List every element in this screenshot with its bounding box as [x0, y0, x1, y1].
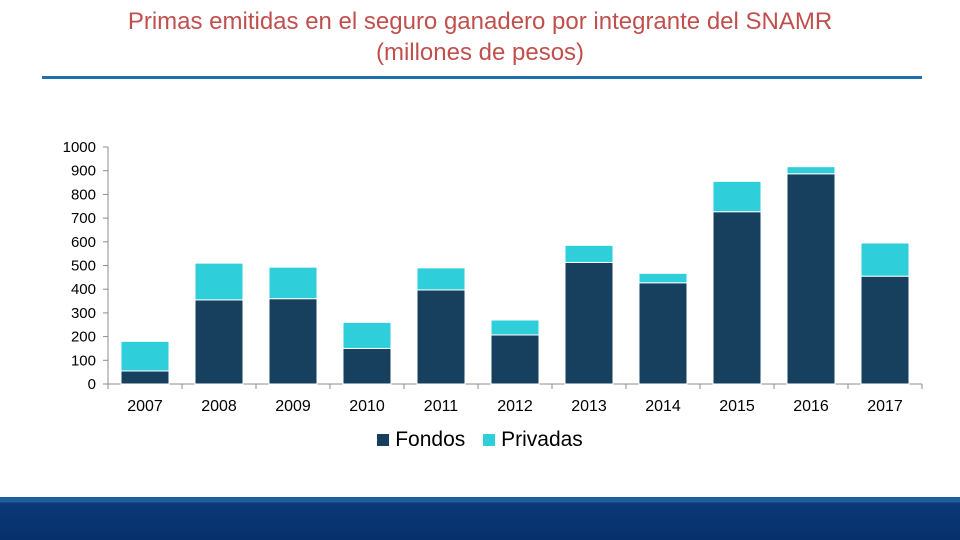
- bar-fondos-2012: [490, 334, 540, 385]
- legend-swatch-privadas: [483, 434, 496, 446]
- bar-privadas-2008: [194, 262, 244, 301]
- bar-privadas-2010: [342, 321, 392, 349]
- x-tick-label: 2016: [793, 398, 829, 415]
- y-tick-label: 0: [88, 376, 96, 393]
- bar-privadas-2016: [786, 166, 836, 175]
- y-tick-label: 800: [71, 186, 96, 203]
- chart-title-line1: Primas emitidas en el seguro ganadero po…: [127, 8, 833, 35]
- bar-fondos-2013: [564, 261, 614, 385]
- legend: Fondos Privadas: [0, 428, 960, 452]
- x-tick-label: 2017: [867, 398, 903, 415]
- bar-fondos-2014: [638, 282, 688, 385]
- bar-fondos-2015: [712, 211, 762, 385]
- y-tick-label: 100: [71, 352, 96, 369]
- bar-fondos-2010: [342, 347, 392, 385]
- bar-fondos-2016: [786, 173, 836, 385]
- y-tick-label: 500: [71, 258, 96, 275]
- legend-item-privadas: Privadas: [483, 428, 583, 452]
- bar-privadas-2015: [712, 180, 762, 213]
- chart-title: Primas emitidas en el seguro ganadero po…: [0, 6, 960, 68]
- y-tick-label: 200: [71, 329, 96, 346]
- x-tick-label: 2011: [424, 398, 459, 415]
- y-tick-label: 900: [71, 163, 96, 180]
- bar-privadas-2014: [638, 272, 688, 284]
- bar-fondos-2011: [416, 289, 466, 385]
- y-tick-label: 600: [71, 234, 96, 251]
- footer-band: [0, 497, 960, 540]
- legend-label-fondos: Fondos: [395, 428, 466, 451]
- bar-fondos-2009: [268, 298, 318, 385]
- legend-swatch-fondos: [377, 434, 390, 446]
- bar-privadas-2012: [490, 319, 540, 336]
- legend-item-fondos: Fondos: [377, 428, 465, 452]
- bar-fondos-2017: [860, 275, 910, 385]
- y-tick-label: 700: [71, 210, 96, 227]
- y-tick-label: 1000: [63, 139, 96, 156]
- bar-privadas-2017: [860, 242, 910, 277]
- bar-privadas-2013: [564, 244, 614, 263]
- legend-label-privadas: Privadas: [501, 428, 583, 451]
- x-tick-label: 2013: [571, 398, 607, 415]
- bar-privadas-2007: [120, 340, 170, 372]
- x-tick-label: 2010: [349, 398, 385, 415]
- chart-title-line2: (millones de pesos): [375, 39, 585, 66]
- bar-fondos-2008: [194, 299, 244, 385]
- bar-privadas-2011: [416, 267, 466, 291]
- y-tick-label: 400: [71, 281, 96, 298]
- x-tick-label: 2014: [645, 398, 681, 415]
- x-tick-label: 2015: [719, 398, 755, 415]
- title-divider: [42, 76, 922, 79]
- x-tick-label: 2012: [497, 398, 533, 415]
- x-tick-label: 2007: [127, 398, 163, 415]
- y-tick-label: 300: [71, 305, 96, 322]
- bar-privadas-2009: [268, 266, 318, 300]
- x-tick-label: 2008: [201, 398, 237, 415]
- bar-fondos-2007: [120, 370, 170, 385]
- x-tick-label: 2009: [275, 398, 311, 415]
